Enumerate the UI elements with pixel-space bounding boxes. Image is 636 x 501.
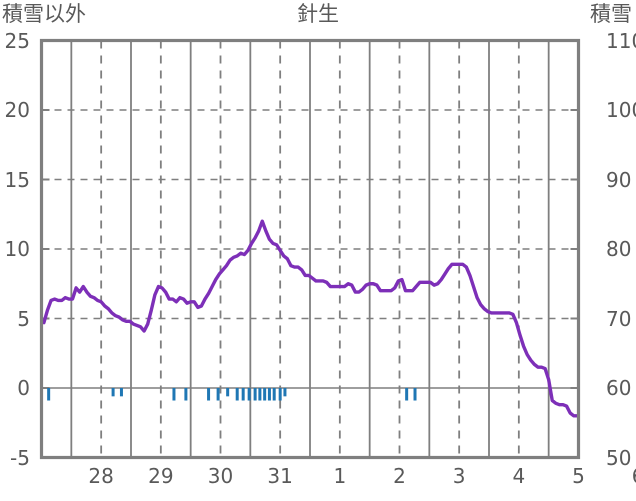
xtick-label: 28 [88,464,114,488]
precipitation-bar [172,388,176,401]
left-axis-unit-label: 積雪以外 [2,2,86,26]
precipitation-bar [207,388,211,401]
ytick-label-right: 110 [606,28,636,53]
xtick-label: 3 [452,464,466,488]
xtick-label: 2 [393,464,406,488]
xtick-label: 30 [207,464,234,488]
ytick-label-left: 0 [17,376,30,400]
ytick-label-left: -5 [10,445,30,470]
xtick-label: 1 [333,464,347,488]
precipitation-bar [216,388,220,401]
snow-depth-line-path [42,219,580,418]
plot-border [39,38,581,460]
xtick-label: 5 [572,464,585,488]
ytick-label-right: 70 [606,306,632,331]
ytick-label-right: 90 [606,167,632,192]
precipitation-bar [413,388,417,401]
xtick-label: 31 [267,464,293,488]
precipitation-bar [247,388,251,401]
ytick-label-right: 80 [606,237,632,261]
ytick-label-left: 25 [4,28,30,53]
xtick-label: 29 [148,464,174,488]
precipitation-bar [278,388,282,401]
xtick-label: 6 [608,466,636,486]
xtick-label: 4 [512,464,526,488]
ytick-label-right: 60 [606,376,632,400]
precipitation-bar [283,388,287,397]
precipitation-bar [241,388,245,401]
precipitation-bar [258,388,262,401]
precipitation-bar [184,388,188,401]
ytick-label-left: 10 [4,237,30,261]
ytick-label-left: 15 [4,167,30,192]
precipitation-bar [405,388,409,401]
precipitation-bar [253,388,257,401]
precipitation-bar [226,388,230,397]
precipitation-bar [263,388,267,401]
precipitation-bar [119,388,123,397]
plot-frame [39,38,581,460]
precipitation-bar [235,388,239,401]
precipitation-bar [47,388,51,401]
precipitation-bar [267,388,271,401]
chart-title: 針生 [297,2,339,26]
precipitation-bars [47,388,417,401]
precipitation-bar [111,388,115,397]
ytick-label-left: 5 [17,306,30,331]
ytick-label-right: 50 [606,445,632,470]
ytick-label-left: 20 [4,98,30,122]
snow-depth-line [42,219,580,418]
ytick-label-right: 100 [606,98,636,122]
right-axis-unit-label: 積雪 [590,2,632,26]
precipitation-bar [272,388,276,401]
